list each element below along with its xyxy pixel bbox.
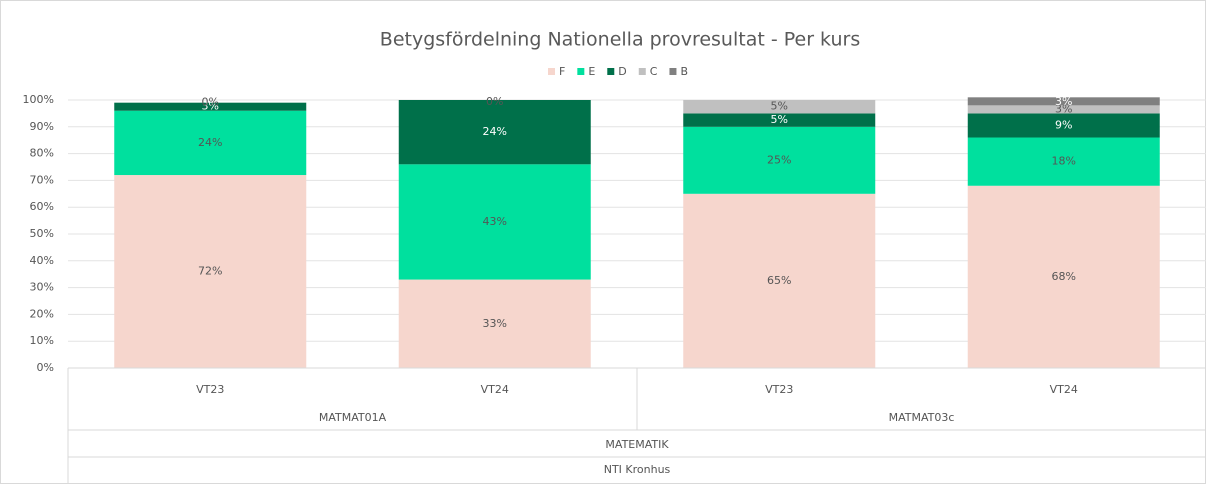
data-label: 72% [198, 265, 222, 278]
bar-segment [398, 164, 591, 280]
y-tick-label: 50% [30, 227, 54, 240]
bar-segment [114, 175, 307, 368]
bar-segment [114, 102, 307, 111]
data-label: 25% [767, 153, 791, 166]
legend-label: D [618, 65, 626, 78]
data-label: 24% [483, 125, 507, 138]
group-label: NTI Kronhus [604, 463, 671, 476]
legend-label: C [650, 65, 658, 78]
data-label: 43% [483, 215, 507, 228]
y-tick-label: 100% [23, 93, 54, 106]
bar-segment [967, 113, 1160, 138]
bar-segment [967, 137, 1160, 186]
bar-segment [683, 126, 876, 194]
data-label: 5% [771, 113, 788, 126]
data-label: 0% [486, 95, 503, 108]
x-tick-label: VT24 [481, 383, 509, 396]
legend-label: F [559, 65, 565, 78]
x-tick-label: VT23 [765, 383, 793, 396]
bar-segment [967, 105, 1160, 114]
data-label: 0% [202, 96, 219, 109]
data-label: 18% [1052, 155, 1076, 168]
data-label: 3% [1055, 102, 1072, 115]
data-label: 3% [1055, 95, 1072, 108]
data-label: 5% [771, 100, 788, 113]
y-tick-label: 80% [30, 147, 54, 160]
data-label: 24% [198, 136, 222, 149]
legend-swatch [669, 68, 677, 75]
legend-label: E [588, 65, 595, 78]
legend-swatch [638, 68, 646, 75]
bar-segment [967, 185, 1160, 368]
group-label: MATMAT03c [889, 411, 955, 424]
bar-segment [967, 97, 1160, 106]
data-label: 65% [767, 274, 791, 287]
y-tick-label: 70% [30, 173, 54, 186]
y-tick-label: 10% [30, 334, 54, 347]
bar-segment [683, 113, 876, 127]
legend-swatch [607, 68, 615, 75]
y-tick-label: 20% [30, 307, 54, 320]
bar-segment [683, 100, 876, 114]
y-tick-label: 40% [30, 254, 54, 267]
group-label: MATMAT01A [319, 411, 387, 424]
data-label: 33% [483, 317, 507, 330]
bar-segment [683, 193, 876, 368]
x-tick-label: VT24 [1050, 383, 1078, 396]
y-tick-label: 90% [30, 120, 54, 133]
x-tick-label: VT23 [196, 383, 224, 396]
legend-label: B [680, 65, 688, 78]
y-tick-label: 30% [30, 281, 54, 294]
data-label: 68% [1052, 270, 1076, 283]
group-label: MATEMATIK [605, 438, 669, 451]
bar-segment [398, 279, 591, 368]
chart-title: Betygsfördelning Nationella provresultat… [380, 29, 860, 51]
bar-segment [114, 110, 307, 176]
legend-swatch [548, 68, 555, 75]
y-tick-label: 60% [30, 200, 54, 213]
data-label: 3% [202, 100, 219, 113]
data-label: 9% [1055, 118, 1072, 131]
legend-swatch [577, 68, 585, 75]
bar-segment [398, 100, 591, 165]
y-tick-label: 0% [37, 361, 54, 374]
